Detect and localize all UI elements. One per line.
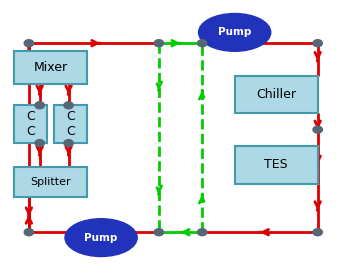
Circle shape (313, 40, 322, 47)
FancyBboxPatch shape (14, 51, 87, 84)
Circle shape (313, 126, 322, 133)
Circle shape (154, 229, 164, 236)
Circle shape (197, 40, 207, 47)
Ellipse shape (199, 14, 271, 51)
FancyBboxPatch shape (235, 146, 318, 184)
Text: Pump: Pump (218, 27, 251, 38)
FancyBboxPatch shape (235, 76, 318, 113)
Text: Splitter: Splitter (30, 177, 71, 187)
Circle shape (197, 229, 207, 236)
FancyBboxPatch shape (54, 105, 87, 143)
Circle shape (24, 229, 34, 236)
Circle shape (313, 229, 322, 236)
Text: C
C: C C (66, 110, 75, 138)
Circle shape (64, 140, 73, 147)
Circle shape (35, 102, 44, 109)
Text: Chiller: Chiller (256, 88, 296, 101)
Ellipse shape (65, 219, 137, 256)
Text: Pump: Pump (84, 232, 118, 243)
Circle shape (24, 40, 34, 47)
Circle shape (64, 102, 73, 109)
Circle shape (35, 140, 44, 147)
FancyBboxPatch shape (14, 105, 47, 143)
Circle shape (154, 40, 164, 47)
Text: Mixer: Mixer (34, 61, 68, 74)
FancyBboxPatch shape (14, 167, 87, 197)
Text: TES: TES (264, 158, 288, 171)
Text: C
C: C C (26, 110, 35, 138)
